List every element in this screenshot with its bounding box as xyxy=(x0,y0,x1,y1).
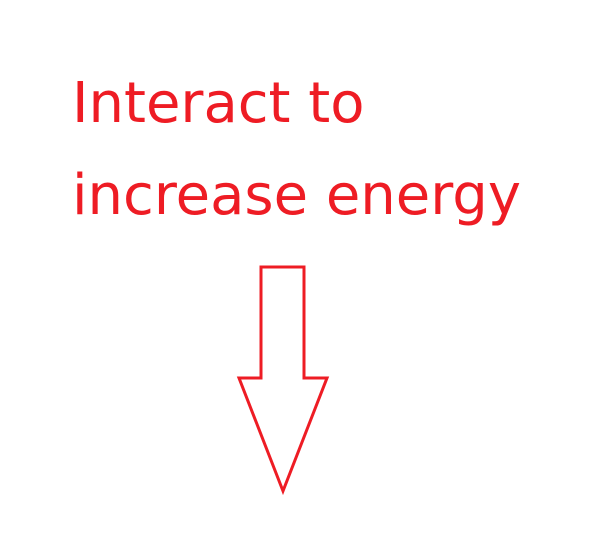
instruction-line-1: Interact to xyxy=(72,71,365,136)
instruction-line-2: increase energy xyxy=(72,163,521,228)
down-arrow-icon xyxy=(236,265,330,496)
